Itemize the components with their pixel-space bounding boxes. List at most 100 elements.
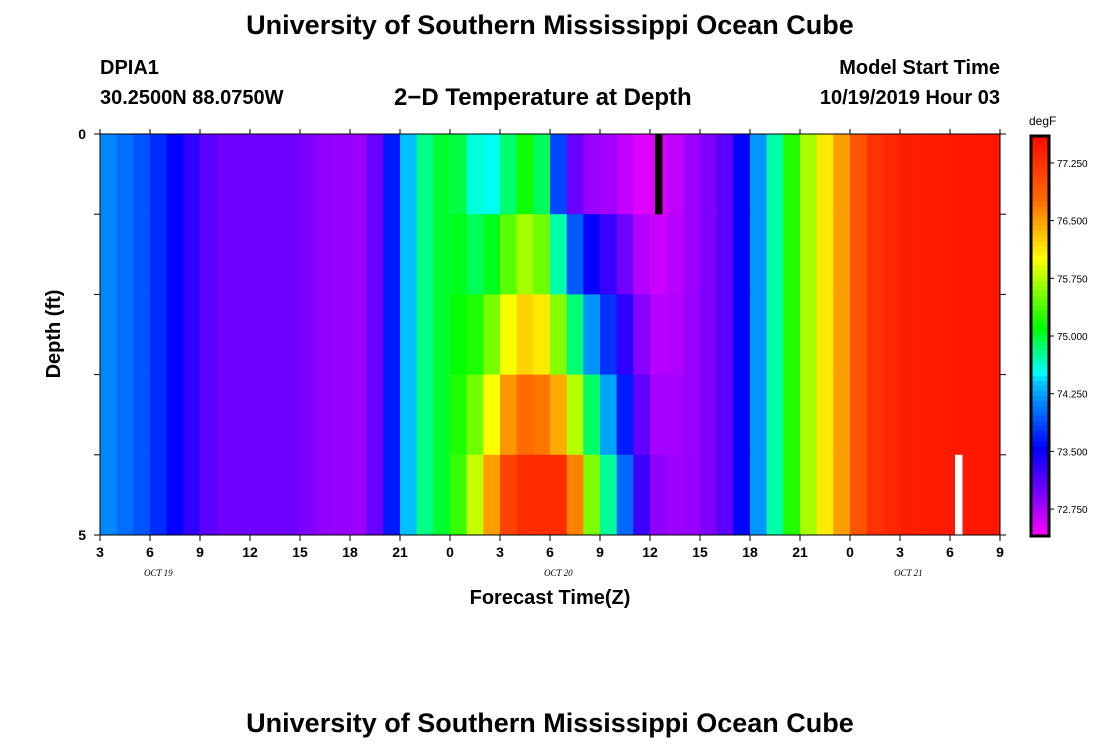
heatmap-cell (750, 134, 768, 215)
heatmap-cell (150, 454, 168, 536)
heatmap-cell (550, 454, 568, 536)
heatmap-cell (283, 374, 301, 456)
heatmap-cell (950, 134, 968, 215)
heatmap-cell (866, 374, 884, 456)
heatmap-cell (133, 374, 151, 456)
heatmap-cell (133, 214, 151, 295)
colorbar-swatch (1031, 246, 1049, 252)
heatmap-cell (550, 214, 568, 295)
x-tick-label: 21 (392, 544, 408, 560)
colorbar-swatch (1031, 151, 1049, 157)
heatmap-cell (650, 294, 668, 375)
heatmap-cell (950, 214, 968, 295)
heatmap-cell (566, 134, 584, 215)
heatmap-cell (566, 374, 584, 456)
heatmap-cell (733, 134, 751, 215)
heatmap-cell (783, 294, 801, 375)
heatmap-cell (350, 294, 368, 375)
x-tick-label: 18 (342, 544, 358, 560)
colorbar-swatch (1031, 371, 1049, 377)
heatmap-cell (883, 134, 901, 215)
colorbar-swatch (1031, 321, 1049, 327)
heatmap-cell (783, 134, 801, 215)
y-tick-label: 0 (78, 126, 86, 142)
heatmap-cell (400, 454, 418, 536)
heatmap-cell (716, 374, 734, 456)
heatmap-cell (600, 374, 618, 456)
heatmap-cell (833, 374, 851, 456)
heatmap-cell (333, 454, 351, 536)
heatmap-cell (750, 214, 768, 295)
heatmap-cell (933, 214, 951, 295)
x-tick-label: 9 (196, 544, 204, 560)
colorbar-swatch (1031, 491, 1049, 497)
heatmap-cell (616, 454, 634, 536)
heatmap-cell (583, 374, 601, 456)
heatmap-cell (500, 294, 518, 375)
heatmap-cell (966, 214, 984, 295)
x-tick-label: 18 (742, 544, 758, 560)
x-axis: 3 6 9 12 15 18 21 0 3 6 9 12 15 18 21 0 3 6 9 OCT 19 OCT 20 O… (96, 129, 1004, 578)
colorbar-tick-label: 75.000 (1057, 332, 1088, 343)
heatmap-cell (700, 294, 718, 375)
heatmap-cell (883, 374, 901, 456)
heatmap-cell (733, 374, 751, 456)
heatmap-cell (500, 454, 518, 536)
heatmap-cell (566, 214, 584, 295)
heatmap-cell (966, 374, 984, 456)
heatmap-cell (683, 294, 701, 375)
colorbar-swatch (1031, 401, 1049, 407)
colorbar-swatch (1031, 326, 1049, 332)
heatmap-cell (683, 214, 701, 295)
heatmap-cell (700, 214, 718, 295)
x-tick-label: 21 (792, 544, 808, 560)
colorbar-swatch (1031, 446, 1049, 452)
heatmap-cell (266, 454, 284, 536)
heatmap-cell (883, 214, 901, 295)
heatmap-cell (516, 214, 534, 295)
heatmap-cell (733, 294, 751, 375)
heatmap-cell (283, 454, 301, 536)
colorbar-swatch (1031, 216, 1049, 222)
heatmap-cell (433, 454, 451, 536)
heatmap-cell (983, 294, 1001, 375)
heatmap-cell (916, 134, 934, 215)
plot-title: 2−D Temperature at Depth (394, 84, 692, 111)
colorbar-swatch (1031, 261, 1049, 267)
heatmap-cell (816, 214, 834, 295)
heatmap-cell (116, 294, 134, 375)
heatmap-cell (333, 134, 351, 215)
heatmap-cell (516, 294, 534, 375)
x-tick-label: 9 (596, 544, 604, 560)
heatmap-cell (950, 374, 968, 456)
heatmap-cell (450, 214, 468, 295)
heatmap-cell (583, 214, 601, 295)
x-tick-label: 3 (496, 544, 504, 560)
colorbar-swatch (1031, 176, 1049, 182)
heatmap-cell (233, 134, 251, 215)
heatmap-cell (700, 454, 718, 536)
heatmap-cell (483, 294, 501, 375)
heatmap-cell (183, 134, 201, 215)
colorbar-swatch (1031, 476, 1049, 482)
colorbar-swatch (1031, 206, 1049, 212)
heatmap-cell (833, 214, 851, 295)
x-tick-label: 6 (546, 544, 554, 560)
heatmap-cell (750, 374, 768, 456)
colorbar-swatch (1031, 336, 1049, 342)
heatmap-cell (750, 454, 768, 536)
colorbar-swatch (1031, 521, 1049, 527)
heatmap-cell (200, 454, 218, 536)
heatmap-cell (150, 374, 168, 456)
heatmap-cell (166, 454, 184, 536)
heatmap-cell (766, 454, 784, 536)
heatmap-cell (400, 214, 418, 295)
heatmap-cell (866, 294, 884, 375)
colorbar-swatch (1031, 346, 1049, 352)
heatmap-cell (716, 294, 734, 375)
heatmap-cell (583, 294, 601, 375)
heatmap-cell (983, 454, 1001, 536)
heatmap-cell (233, 374, 251, 456)
heatmap-cell (583, 454, 601, 536)
colorbar-swatch (1031, 276, 1049, 282)
